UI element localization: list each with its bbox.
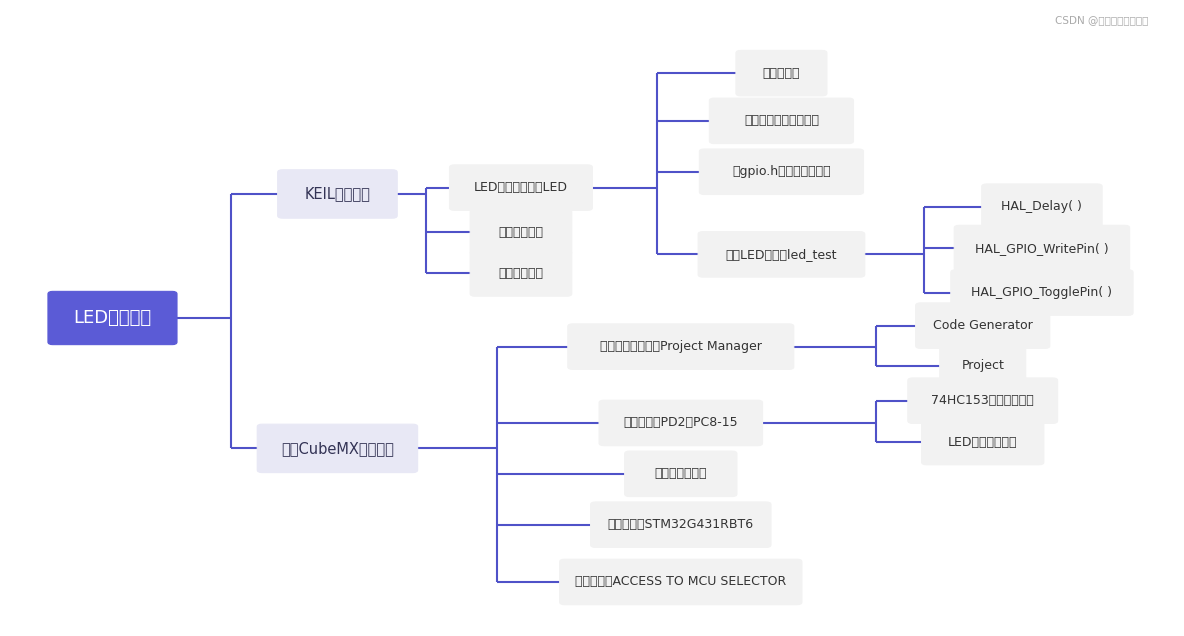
Text: CSDN @一直在努力的小宇: CSDN @一直在努力的小宇 xyxy=(1055,15,1148,25)
FancyBboxPatch shape xyxy=(908,378,1057,424)
FancyBboxPatch shape xyxy=(915,303,1050,349)
FancyBboxPatch shape xyxy=(940,343,1025,389)
Text: HAL_GPIO_WritePin( ): HAL_GPIO_WritePin( ) xyxy=(976,242,1108,254)
Text: 编辑基本项目信息Project Manager: 编辑基本项目信息Project Manager xyxy=(600,340,761,353)
FancyBboxPatch shape xyxy=(736,50,826,96)
Text: LED灯的先验知识: LED灯的先验知识 xyxy=(948,436,1017,448)
FancyBboxPatch shape xyxy=(954,225,1130,271)
Text: Project: Project xyxy=(961,359,1004,372)
FancyBboxPatch shape xyxy=(278,170,397,218)
FancyBboxPatch shape xyxy=(709,98,854,144)
Text: 在gpio.h中添加函数声明: 在gpio.h中添加函数声明 xyxy=(732,165,831,178)
Text: 使用CubeMX创建工程: 使用CubeMX创建工程 xyxy=(281,441,394,456)
Text: 找到芯片：STM32G431RBT6: 找到芯片：STM32G431RBT6 xyxy=(607,518,754,531)
Text: KEIL相关内容: KEIL相关内容 xyxy=(304,186,371,202)
Text: 配置时钟：内部: 配置时钟：内部 xyxy=(655,467,707,480)
FancyBboxPatch shape xyxy=(470,251,572,296)
FancyBboxPatch shape xyxy=(625,451,736,497)
Text: HAL_GPIO_TogglePin( ): HAL_GPIO_TogglePin( ) xyxy=(971,286,1113,299)
Text: LED灯实验：点亮LED: LED灯实验：点亮LED xyxy=(474,181,568,194)
FancyBboxPatch shape xyxy=(470,209,572,255)
FancyBboxPatch shape xyxy=(700,149,863,195)
FancyBboxPatch shape xyxy=(951,270,1133,315)
Text: 书写LED函数：led_test: 书写LED函数：led_test xyxy=(726,248,837,261)
Text: 在主函数中调用该函数: 在主函数中调用该函数 xyxy=(744,114,819,127)
Text: 配置下载环境: 配置下载环境 xyxy=(498,226,543,238)
Text: Code Generator: Code Generator xyxy=(933,319,1032,332)
FancyBboxPatch shape xyxy=(921,419,1044,465)
FancyBboxPatch shape xyxy=(599,400,762,446)
Text: 编译初始环境: 编译初始环境 xyxy=(498,267,543,280)
FancyBboxPatch shape xyxy=(450,165,592,211)
FancyBboxPatch shape xyxy=(568,324,793,370)
FancyBboxPatch shape xyxy=(982,184,1102,230)
FancyBboxPatch shape xyxy=(257,424,418,473)
Text: 编译并下载: 编译并下载 xyxy=(762,67,800,80)
Text: HAL_Delay( ): HAL_Delay( ) xyxy=(1002,200,1082,213)
Text: LED模块入门: LED模块入门 xyxy=(73,309,152,327)
FancyBboxPatch shape xyxy=(591,502,771,548)
FancyBboxPatch shape xyxy=(560,559,802,605)
FancyBboxPatch shape xyxy=(699,232,864,277)
FancyBboxPatch shape xyxy=(47,291,178,345)
Text: 74HC153锁存器的知识: 74HC153锁存器的知识 xyxy=(932,394,1034,407)
Text: 引脚配置：PD2、PC8-15: 引脚配置：PD2、PC8-15 xyxy=(624,417,738,429)
Text: 新建环境：ACCESS TO MCU SELECTOR: 新建环境：ACCESS TO MCU SELECTOR xyxy=(575,576,786,588)
